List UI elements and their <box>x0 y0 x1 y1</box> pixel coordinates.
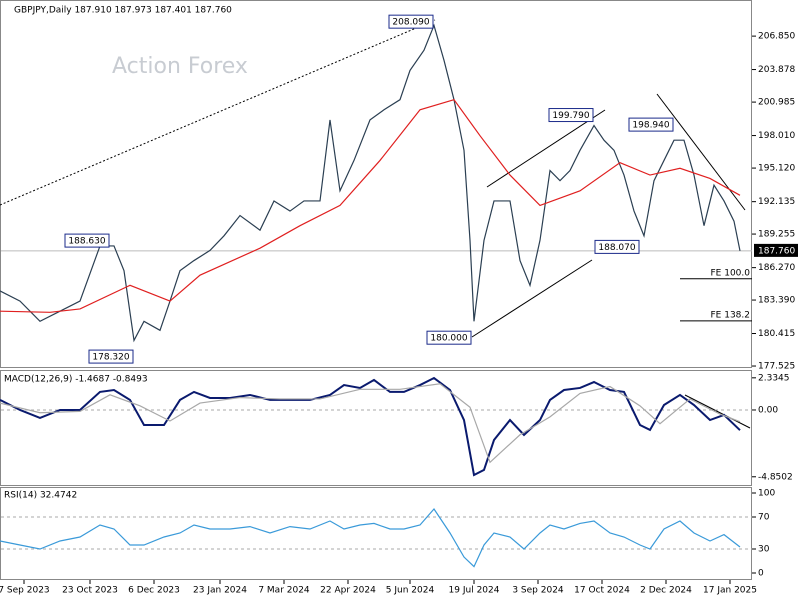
y-tick-label: -4.8502 <box>758 472 793 482</box>
y-tick-label: 206.850 <box>758 32 795 42</box>
y-tick-label: 203.878 <box>758 65 795 75</box>
x-tick-label: 6 Dec 2023 <box>128 586 180 596</box>
price-label-box <box>548 108 594 123</box>
series-line <box>0 98 741 313</box>
x-tick-label: 19 Jul 2024 <box>449 586 500 596</box>
series-line <box>0 23 741 343</box>
y-tick-label: 186.270 <box>758 263 795 273</box>
x-tick-label: 2 Dec 2024 <box>640 586 692 596</box>
macd-panel <box>0 370 752 486</box>
x-tick-label: 17 Jan 2025 <box>703 586 757 596</box>
price-label: 199.790 <box>552 111 589 121</box>
fib-label: FE 100.0 <box>711 268 751 278</box>
fib-label: FE 138.2 <box>711 310 751 320</box>
y-tick-label: 70 <box>758 513 770 523</box>
series-line <box>0 383 741 464</box>
y-tick-label: 0 <box>758 569 764 579</box>
x-tick-label: 23 Oct 2023 <box>62 586 118 596</box>
y-tick-label: 180.415 <box>758 329 795 339</box>
price-label: 180.000 <box>430 334 467 344</box>
trend-line <box>656 93 746 211</box>
price-label-box <box>388 14 434 29</box>
price-label: 198.940 <box>632 121 669 131</box>
price-label-box <box>628 117 674 132</box>
y-tick-label: 0.00 <box>758 405 778 415</box>
y-tick-label: 2.3345 <box>758 373 790 383</box>
rsi-title: RSI(14) 32.4742 <box>4 491 77 501</box>
price-label-box <box>88 349 134 364</box>
price-label: 188.070 <box>598 243 635 253</box>
last-price-label: 187.760 <box>758 246 795 256</box>
x-tick-label: 17 Oct 2024 <box>574 586 630 596</box>
rsi-panel <box>0 487 752 580</box>
y-tick-label: 30 <box>758 545 770 555</box>
price-label: 188.630 <box>68 237 105 247</box>
y-tick-label: 200.985 <box>758 98 795 108</box>
trend-line <box>684 394 751 429</box>
y-tick-label: 177.525 <box>758 362 795 372</box>
y-tick-label: 192.135 <box>758 197 795 207</box>
price-label-box <box>64 233 110 248</box>
trend-line <box>0 19 436 206</box>
price-label: 178.320 <box>92 353 129 363</box>
watermark: Action Forex <box>112 54 248 79</box>
x-tick-label: 3 Sep 2024 <box>512 586 564 596</box>
y-tick-label: 189.255 <box>758 230 795 240</box>
price-label-box <box>426 330 472 345</box>
series-line <box>0 508 741 568</box>
y-tick-label: 195.120 <box>758 164 795 174</box>
series-line <box>0 376 741 477</box>
channel-line <box>486 109 606 188</box>
last-price-box <box>754 243 798 257</box>
y-tick-label: 198.010 <box>758 131 795 141</box>
y-tick-label: 100 <box>758 489 775 499</box>
channel-line <box>471 259 593 338</box>
price-panel <box>0 0 752 368</box>
macd-title: MACD(12,26,9) -1.4687 -0.8493 <box>4 375 148 385</box>
y-tick-label: 183.390 <box>758 296 795 306</box>
x-tick-label: 5 Jun 2024 <box>386 586 435 596</box>
x-tick-label: 7 Mar 2024 <box>258 586 310 596</box>
x-tick-label: 22 Apr 2024 <box>320 586 376 596</box>
x-tick-label: 23 Jan 2024 <box>193 586 247 596</box>
price-label-box <box>594 239 640 254</box>
price-label: 208.090 <box>392 18 429 28</box>
x-tick-label: 7 Sep 2023 <box>0 586 50 596</box>
price-title: GBPJPY,Daily 187.910 187.973 187.401 187… <box>14 6 232 16</box>
